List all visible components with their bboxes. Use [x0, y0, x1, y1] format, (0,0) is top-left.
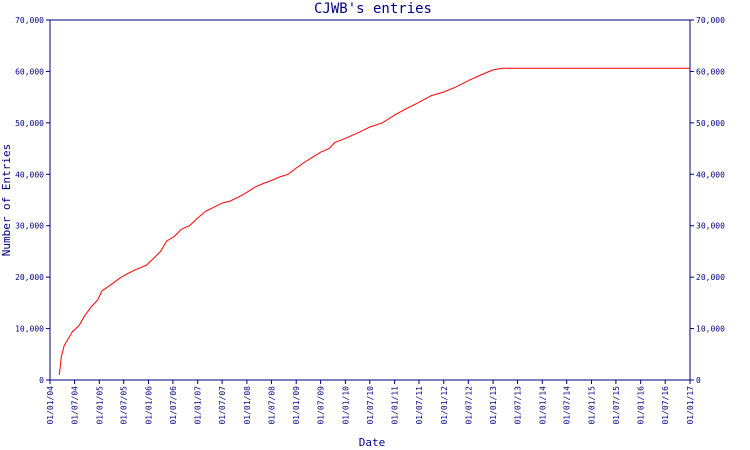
series-layer	[58, 67, 690, 375]
y-tick-label-right: 20,000	[696, 273, 725, 282]
x-tick-label: 01/07/04	[71, 386, 80, 425]
x-tick-label: 01/07/14	[563, 386, 572, 425]
x-tick-label: 01/01/05	[95, 386, 104, 425]
x-tick-label: 01/07/09	[317, 386, 326, 425]
x-tick-label: 01/01/08	[243, 386, 252, 425]
y-tick-label-right: 60,000	[696, 67, 725, 76]
x-tick-label: 01/01/17	[686, 386, 695, 425]
x-tick-label: 01/01/09	[292, 386, 301, 425]
y-tick-label-left: 70,000	[15, 16, 44, 25]
x-axis: 01/01/04 01/07/04 01/01/05 01/07/05 01/01/06…	[46, 380, 695, 425]
x-tick-label: 01/01/14	[538, 386, 547, 425]
y-tick-label-right: 0	[696, 376, 701, 385]
entries-series-line	[58, 67, 690, 375]
x-tick-label: 01/01/13	[489, 386, 498, 425]
y-tick-label-right: 50,000	[696, 119, 725, 128]
y-tick-label-left: 30,000	[15, 222, 44, 231]
x-tick-label: 01/01/12	[440, 386, 449, 425]
x-tick-label: 01/07/16	[661, 386, 670, 425]
x-tick-label: 01/07/11	[415, 386, 424, 425]
y-axis-right: 0 10,000 20,000 30,000 40,000 50,000 60,000 70,…	[690, 16, 725, 385]
y-axis-left: 0 10,000 20,000 30,000 40,000 50,000 60,000 70,…	[15, 16, 50, 385]
y-tick-label-left: 60,000	[15, 67, 44, 76]
y-tick-label-right: 30,000	[696, 222, 725, 231]
y-tick-label-right: 70,000	[696, 16, 725, 25]
y-tick-label-left: 20,000	[15, 273, 44, 282]
x-tick-label: 01/01/16	[637, 386, 646, 425]
y-tick-label-left: 10,000	[15, 325, 44, 334]
x-tick-label: 01/07/15	[612, 386, 621, 425]
x-tick-label: 01/07/05	[120, 386, 129, 425]
plot-area-frame	[49, 19, 691, 381]
x-tick-label: 01/01/11	[391, 386, 400, 425]
y-tick-label-left: 50,000	[15, 119, 44, 128]
x-tick-label: 01/07/12	[464, 386, 473, 425]
x-tick-label: 01/01/04	[46, 386, 55, 425]
x-tick-label: 01/07/10	[366, 386, 375, 425]
x-tick-label: 01/07/08	[267, 386, 276, 425]
x-axis-label: Date	[359, 436, 386, 449]
chart-title: CJWB's entries	[314, 1, 432, 17]
x-tick-label: 01/01/10	[341, 386, 350, 425]
x-tick-label: 01/07/07	[218, 386, 227, 425]
y-tick-label-right: 40,000	[696, 170, 725, 179]
y-tick-label-left: 40,000	[15, 170, 44, 179]
x-tick-label: 01/01/15	[587, 386, 596, 425]
x-tick-label: 01/07/13	[514, 386, 523, 425]
y-tick-label-right: 10,000	[696, 325, 725, 334]
x-tick-label: 01/01/07	[194, 386, 203, 425]
x-tick-label: 01/07/06	[169, 386, 178, 425]
y-tick-label-left: 0	[39, 376, 44, 385]
x-tick-label: 01/01/06	[145, 386, 154, 425]
y-axis-label: Number of Entries	[0, 144, 13, 257]
